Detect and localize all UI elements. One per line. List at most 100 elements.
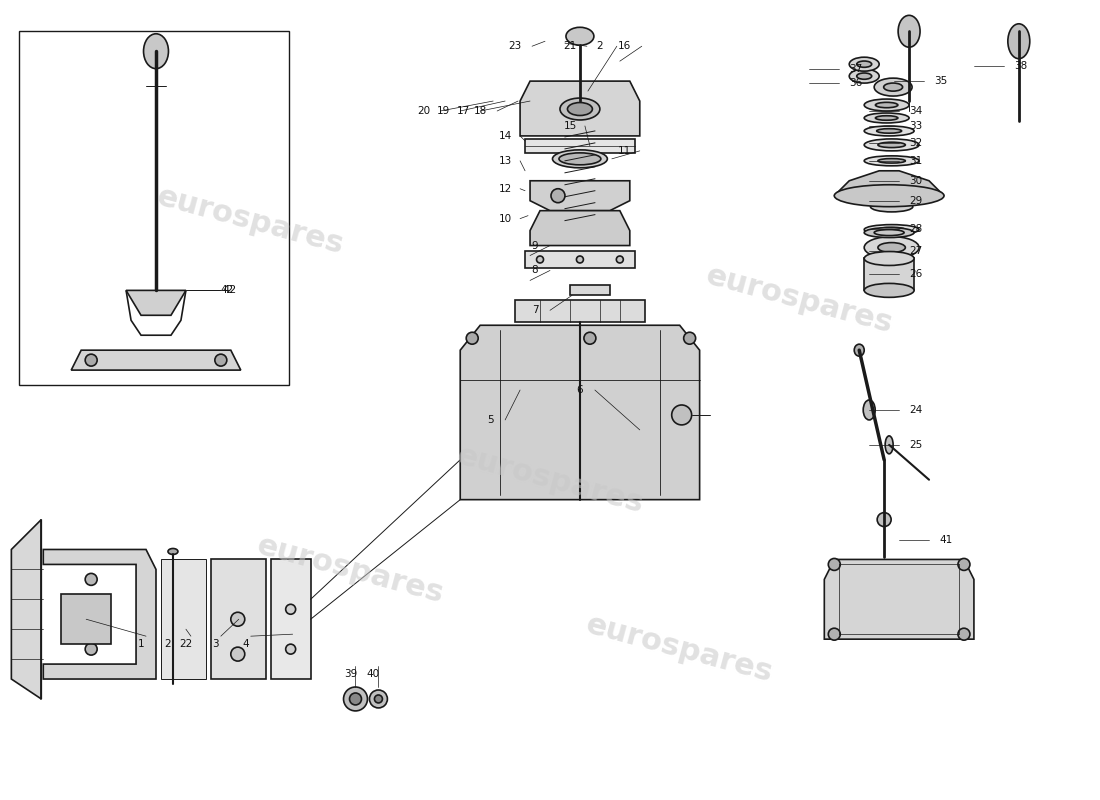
Text: 15: 15: [563, 121, 576, 131]
Circle shape: [85, 643, 97, 655]
Text: eurospares: eurospares: [703, 262, 896, 339]
Ellipse shape: [168, 549, 178, 554]
Ellipse shape: [877, 513, 891, 526]
Circle shape: [374, 695, 383, 703]
Polygon shape: [271, 559, 310, 679]
Text: 5: 5: [487, 415, 494, 425]
Text: 24: 24: [909, 405, 922, 415]
Text: 37: 37: [849, 64, 862, 74]
Ellipse shape: [855, 344, 865, 356]
Text: 36: 36: [849, 78, 862, 88]
Circle shape: [370, 690, 387, 708]
Text: eurospares: eurospares: [583, 610, 777, 688]
Text: 21: 21: [563, 42, 576, 51]
Text: 30: 30: [909, 176, 922, 186]
Ellipse shape: [886, 436, 893, 454]
Polygon shape: [161, 559, 206, 679]
Circle shape: [286, 604, 296, 614]
Ellipse shape: [878, 242, 905, 253]
Text: 25: 25: [909, 440, 922, 450]
Circle shape: [286, 644, 296, 654]
Ellipse shape: [1008, 24, 1030, 58]
Text: 19: 19: [437, 106, 450, 116]
Ellipse shape: [878, 158, 905, 163]
Text: 42: 42: [221, 286, 234, 295]
Ellipse shape: [568, 102, 593, 115]
Polygon shape: [865, 258, 914, 290]
Ellipse shape: [849, 69, 879, 83]
Text: eurospares: eurospares: [254, 530, 448, 608]
Ellipse shape: [883, 83, 903, 91]
Text: 32: 32: [909, 138, 922, 148]
Ellipse shape: [864, 400, 876, 420]
Polygon shape: [520, 81, 640, 136]
Circle shape: [231, 647, 245, 661]
Ellipse shape: [898, 15, 920, 47]
Polygon shape: [834, 170, 944, 196]
Text: 34: 34: [909, 106, 922, 116]
Circle shape: [537, 256, 543, 263]
Circle shape: [466, 332, 478, 344]
Ellipse shape: [877, 129, 902, 133]
Ellipse shape: [878, 227, 905, 232]
Circle shape: [958, 558, 970, 570]
Text: 22: 22: [179, 639, 192, 649]
Text: 13: 13: [498, 156, 512, 166]
Text: 23: 23: [508, 42, 521, 51]
Polygon shape: [72, 350, 241, 370]
Bar: [525, 139, 635, 153]
Circle shape: [828, 558, 840, 570]
Bar: [62, 594, 111, 644]
Text: 27: 27: [909, 246, 922, 255]
Bar: [20, 31, 288, 385]
Text: 3: 3: [212, 639, 219, 649]
Ellipse shape: [865, 113, 909, 123]
Ellipse shape: [865, 126, 914, 136]
Circle shape: [672, 405, 692, 425]
Text: 42: 42: [223, 286, 238, 295]
Text: 35: 35: [934, 76, 947, 86]
Polygon shape: [211, 559, 266, 679]
Ellipse shape: [865, 237, 920, 258]
Polygon shape: [43, 550, 156, 679]
Ellipse shape: [566, 27, 594, 46]
Text: 1: 1: [138, 639, 144, 649]
Ellipse shape: [834, 185, 944, 206]
Ellipse shape: [849, 182, 934, 202]
Polygon shape: [11, 519, 42, 699]
Text: 16: 16: [618, 42, 631, 51]
Circle shape: [343, 687, 367, 711]
Bar: [525, 250, 635, 269]
Circle shape: [85, 608, 97, 620]
Circle shape: [350, 693, 362, 705]
Text: 2: 2: [165, 639, 172, 649]
Polygon shape: [530, 181, 630, 210]
Ellipse shape: [857, 73, 871, 79]
Ellipse shape: [865, 139, 920, 151]
Circle shape: [576, 256, 583, 263]
Circle shape: [828, 628, 840, 640]
Text: 29: 29: [909, 196, 922, 206]
Ellipse shape: [878, 142, 905, 147]
Text: 33: 33: [909, 121, 922, 131]
Ellipse shape: [143, 34, 168, 69]
Ellipse shape: [865, 251, 914, 266]
Ellipse shape: [876, 102, 898, 108]
Text: eurospares: eurospares: [154, 182, 348, 259]
Bar: [515, 300, 645, 322]
Text: 11: 11: [618, 146, 631, 156]
Text: 2: 2: [596, 42, 603, 51]
Polygon shape: [530, 210, 630, 246]
Ellipse shape: [560, 98, 600, 120]
Ellipse shape: [865, 99, 909, 111]
Circle shape: [551, 189, 565, 202]
Text: 39: 39: [344, 669, 358, 679]
Polygon shape: [570, 286, 609, 295]
Ellipse shape: [874, 78, 912, 96]
Text: 20: 20: [417, 106, 430, 116]
Text: 6: 6: [576, 385, 583, 395]
Text: 17: 17: [456, 106, 470, 116]
Ellipse shape: [865, 225, 920, 234]
Circle shape: [616, 256, 624, 263]
Circle shape: [958, 628, 970, 640]
